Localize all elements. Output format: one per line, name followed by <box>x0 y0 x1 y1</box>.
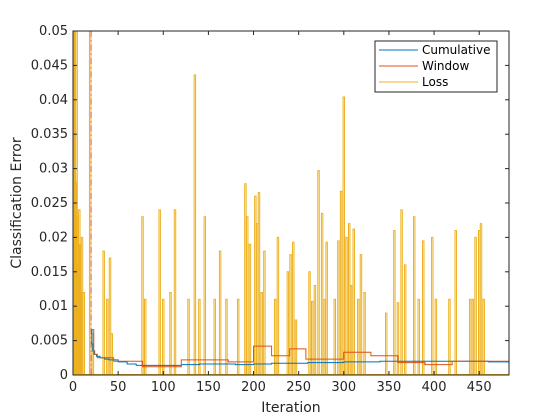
loss-spike-68 <box>412 216 416 375</box>
x-tick-label: 400 <box>422 380 447 395</box>
loss-spike-80 <box>482 298 485 375</box>
y-tick-label: 0.035 <box>31 127 68 142</box>
loss-spike-49 <box>320 212 324 375</box>
loss-spike-30 <box>236 298 240 375</box>
y-tick-label: 0.045 <box>31 58 68 73</box>
loss-spike-20 <box>162 298 165 375</box>
x-tick-label: 350 <box>377 380 402 395</box>
x-tick-label: 250 <box>286 380 311 395</box>
loss-spike-48 <box>317 170 320 375</box>
legend: Cumulative Window Loss <box>374 40 498 93</box>
loss-spike-19 <box>158 209 161 375</box>
loss-spike-24 <box>193 74 197 375</box>
loss-spike-71 <box>431 236 434 375</box>
loss-spike-23 <box>187 298 190 375</box>
loss-spike-41 <box>286 271 290 375</box>
y-tick-label: 0.015 <box>31 265 68 280</box>
loss-spike-33 <box>248 243 252 375</box>
loss-spike-36 <box>257 192 261 375</box>
y-tick-label: 0 <box>60 368 68 383</box>
legend-label-cumulative: Cumulative <box>422 43 491 57</box>
loss-spike-39 <box>273 298 277 375</box>
loss-spike-52 <box>333 298 337 375</box>
loss-spike-37 <box>260 291 263 375</box>
loss-spike-42 <box>289 254 292 375</box>
loss-spike-26 <box>203 216 207 375</box>
loss-spike-18 <box>143 298 147 375</box>
loss-spike-13 <box>102 250 105 375</box>
cumulative-series-line <box>91 329 509 366</box>
loss-spike-69 <box>417 298 420 375</box>
loss-spike-45 <box>308 271 311 375</box>
x-tick-label: 200 <box>241 380 266 395</box>
x-tick-label: 50 <box>110 380 127 395</box>
loss-spike-47 <box>313 285 317 375</box>
y-tick-label: 0.005 <box>31 334 68 349</box>
loss-spike-22 <box>173 209 177 375</box>
loss-spike-77 <box>474 236 477 375</box>
x-tick-label: 300 <box>331 380 356 395</box>
y-axis-label: Classification Error <box>9 137 25 268</box>
loss-spike-72 <box>434 298 438 375</box>
loss-spike-53 <box>337 240 340 375</box>
loss-spike-66 <box>400 209 403 375</box>
loss-spike-17 <box>141 216 144 375</box>
loss-spike-62 <box>363 291 366 375</box>
x-tick-label: 150 <box>196 380 221 395</box>
x-tick-label: 0 <box>69 380 77 395</box>
loss-spike-73 <box>448 298 451 375</box>
loss-spike-14 <box>106 298 109 375</box>
loss-spike-27 <box>213 298 216 375</box>
loss-spike-46 <box>310 300 314 375</box>
loss-spike-43 <box>292 241 295 375</box>
y-tick-label: 0.04 <box>39 93 68 108</box>
loss-spike-63 <box>385 312 388 375</box>
loss-spike-65 <box>396 302 400 375</box>
loss-spike-58 <box>349 285 353 375</box>
loss-spike-40 <box>276 236 280 375</box>
tick-label-layer: 0 50 100 150 200 250 300 350 400 450 0 0.005 0.01 0.0… <box>31 24 492 395</box>
window-series-line <box>91 329 509 368</box>
y-tick-label: 0.03 <box>39 162 68 177</box>
loss-spike-51 <box>325 241 328 375</box>
loss-spike-32 <box>245 216 249 375</box>
loss-spike-54 <box>339 190 343 375</box>
x-tick-label: 100 <box>151 380 176 395</box>
axes-layer <box>72 30 510 376</box>
loss-spike-74 <box>454 230 457 375</box>
legend-label-loss: Loss <box>422 75 448 89</box>
loss-spike-56 <box>345 236 348 375</box>
legend-label-window: Window <box>422 59 470 73</box>
y-tick-label: 0.025 <box>31 196 68 211</box>
x-axis-label: Iteration <box>261 400 320 416</box>
loss-spike-29 <box>225 298 228 375</box>
y-tick-label: 0.01 <box>39 299 68 314</box>
loss-spike-76 <box>471 298 475 375</box>
loss-spike-10 <box>82 291 86 375</box>
loss-spike-61 <box>359 254 363 375</box>
loss-spike-60 <box>357 298 360 375</box>
loss-spike-38 <box>263 250 266 375</box>
loss-spike-28 <box>218 250 222 375</box>
loss-spike-21 <box>169 291 172 375</box>
loss-spike-70 <box>422 240 425 375</box>
loss-spike-55 <box>342 96 346 375</box>
loss-spike-75 <box>468 298 472 375</box>
x-tick-label: 450 <box>467 380 492 395</box>
loss-spike-16 <box>110 333 114 375</box>
loss-spike-67 <box>403 264 407 375</box>
loss-spike-59 <box>352 228 355 375</box>
y-tick-label: 0.02 <box>39 230 68 245</box>
y-tick-label: 0.05 <box>39 24 68 39</box>
loss-spike-79 <box>479 223 483 375</box>
loss-spike-44 <box>294 319 298 375</box>
loss-spike-25 <box>198 298 201 375</box>
loss-spike-15 <box>108 257 112 375</box>
loss-spike-64 <box>393 230 396 375</box>
